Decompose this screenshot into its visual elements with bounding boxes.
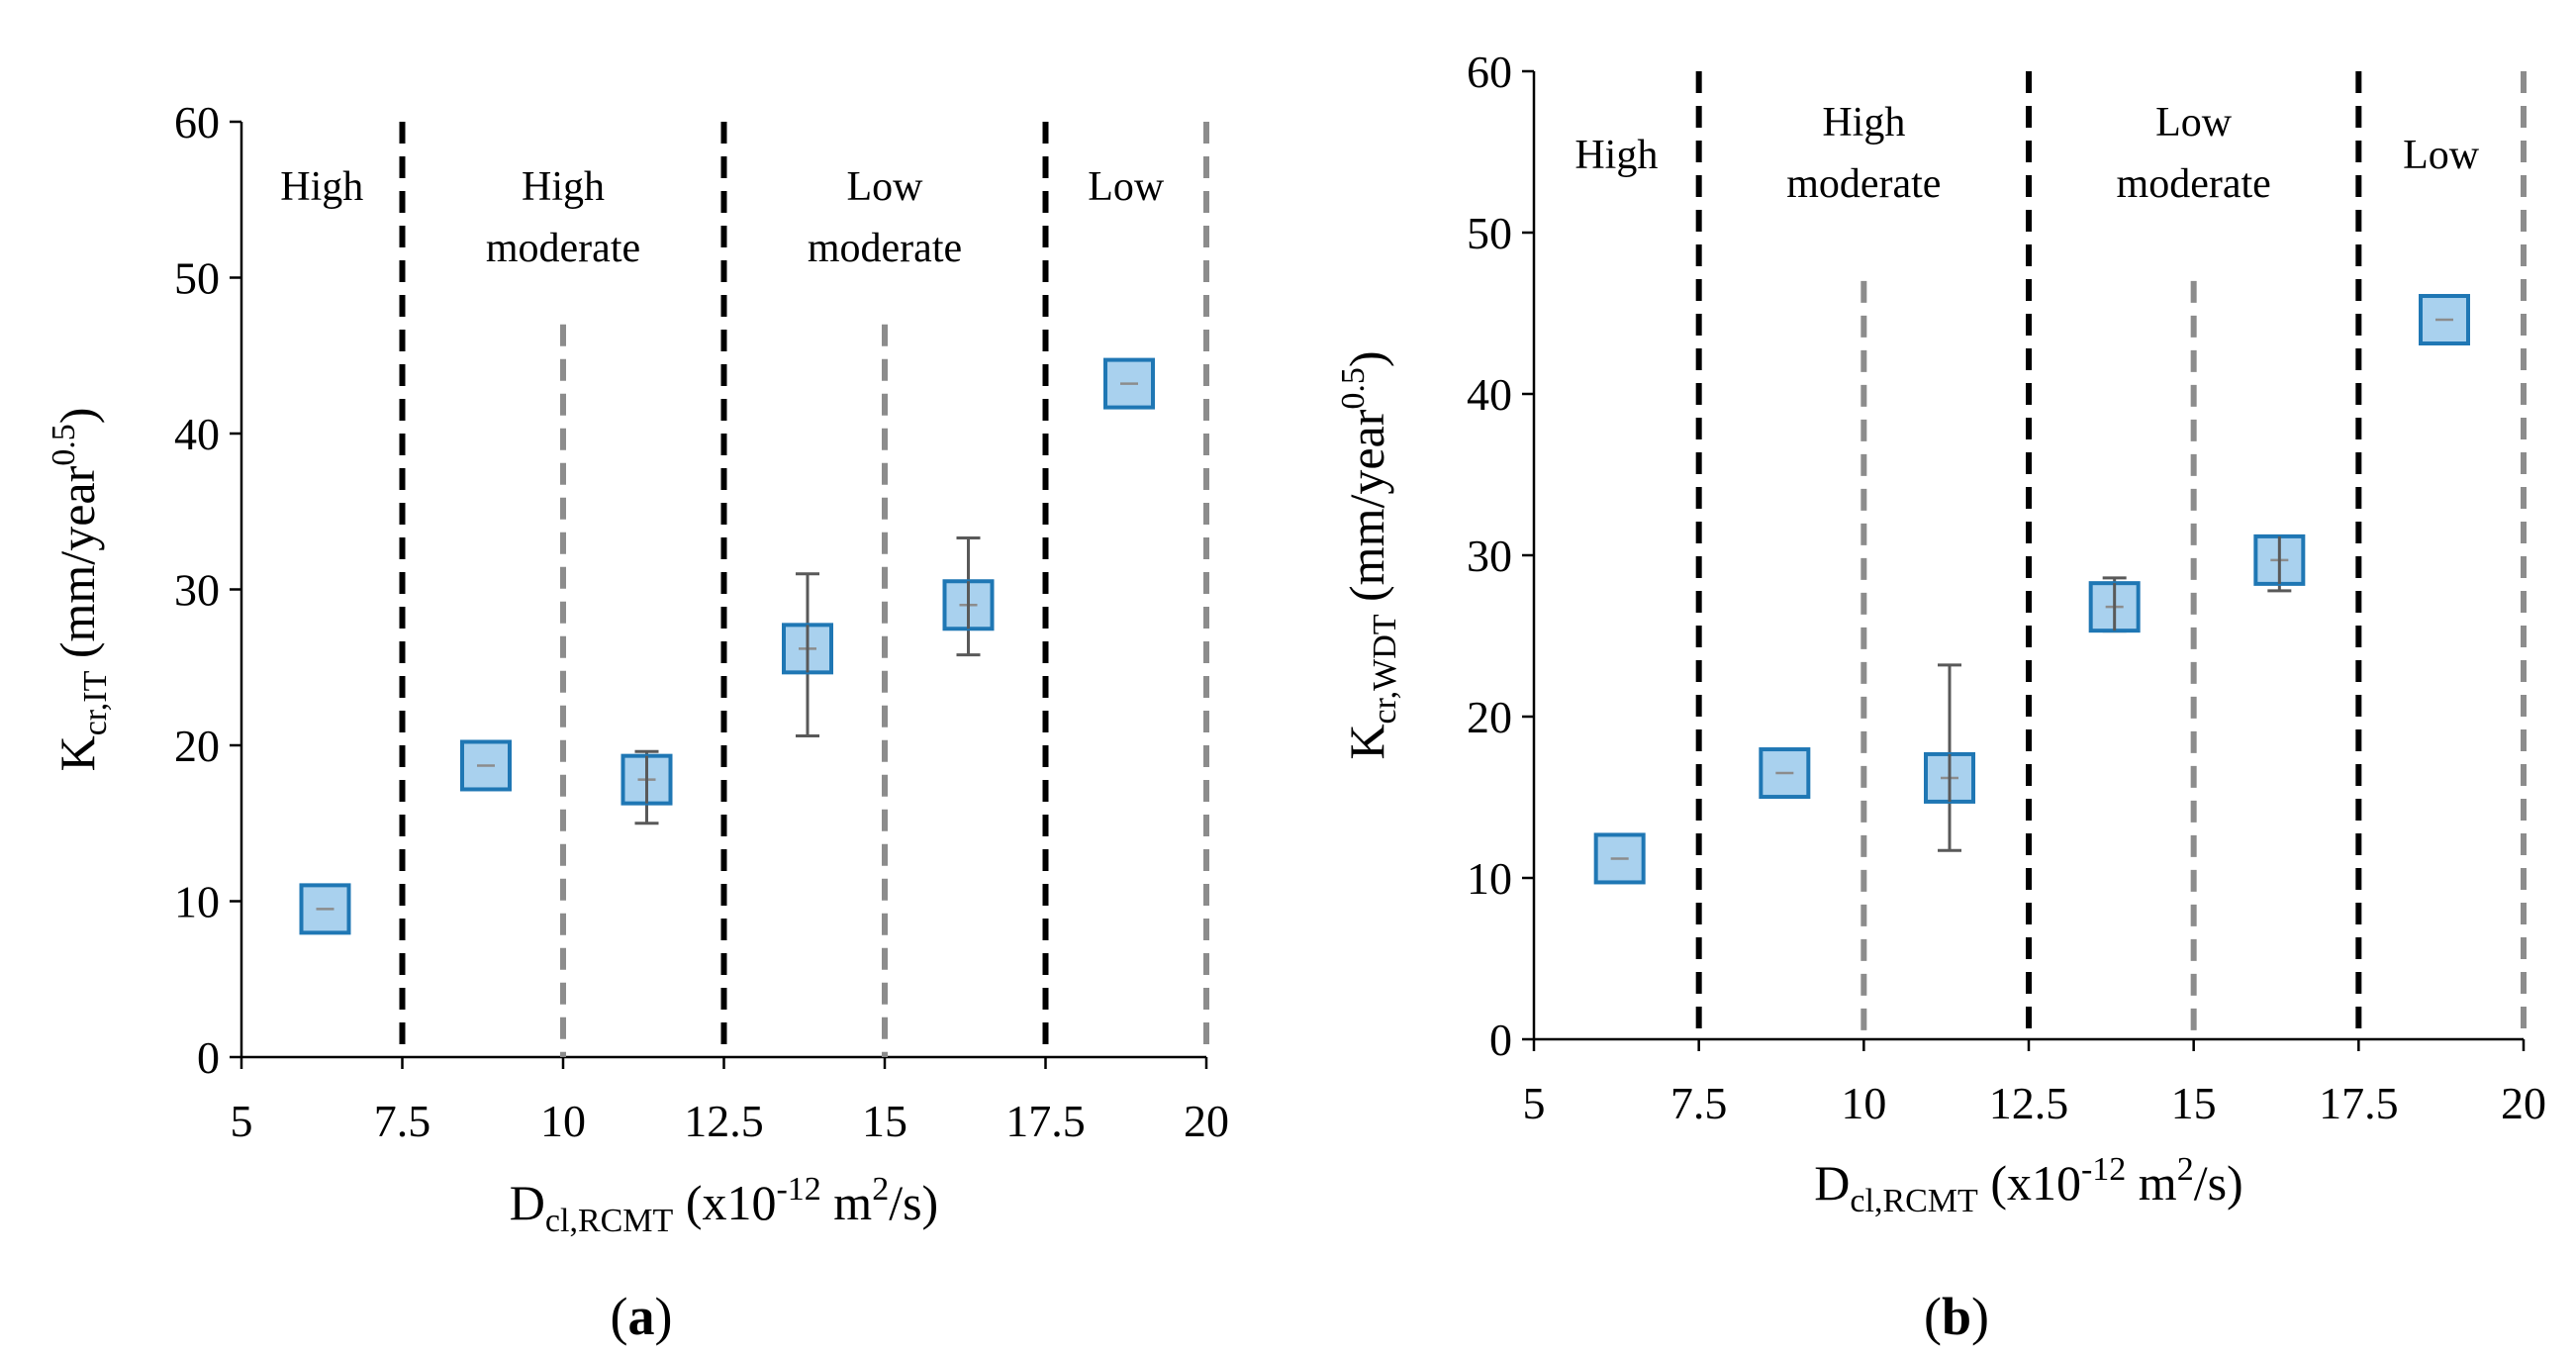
zone-label: High moderate — [486, 164, 640, 271]
x-tick-label: 7.5 — [374, 1096, 431, 1146]
x-tick-label: 17.5 — [2319, 1078, 2399, 1128]
x-tick-label: 7.5 — [1670, 1078, 1728, 1128]
data-point — [942, 536, 995, 657]
data-point — [1103, 357, 1155, 410]
data-point — [2253, 533, 2306, 593]
zone-label: Low — [2403, 133, 2480, 178]
y-tick-label: 50 — [174, 253, 220, 304]
x-tick-label: 12.5 — [684, 1096, 764, 1146]
data-point — [782, 572, 833, 738]
zone-label: High moderate — [1786, 100, 1941, 207]
x-axis-title: Dcl,RCMT (x10-12 m2/s) — [510, 1171, 938, 1239]
y-tick-label: 30 — [174, 565, 220, 616]
zone-label: High — [280, 164, 363, 210]
data-point — [2419, 294, 2470, 346]
data-point — [620, 749, 673, 825]
y-tick-label: 0 — [197, 1032, 220, 1083]
zone-label: High — [1574, 133, 1658, 178]
zone-label: Low moderate — [808, 164, 962, 271]
data-point — [1924, 663, 1975, 852]
data-point — [460, 739, 512, 792]
marker-square — [1593, 832, 1646, 885]
marker-square — [1103, 357, 1155, 410]
y-tick-label: 30 — [1467, 531, 1512, 581]
y-tick-label: 20 — [1467, 692, 1512, 742]
y-tick-label: 40 — [174, 409, 220, 459]
data-point — [1593, 832, 1646, 885]
y-tick-label: 20 — [174, 721, 220, 771]
x-tick-label: 5 — [231, 1096, 253, 1146]
x-tick-label: 17.5 — [1005, 1096, 1086, 1146]
panel-b-chart: 0 10 20 30 40 50 60 5 7.5 10 12.5 15 17.5 20 High High m… — [1335, 47, 2546, 1219]
y-axis-title: Kcr,WDT (mm/year0.5) — [1335, 350, 1403, 759]
panel-b-caption: (b) — [1924, 1287, 1989, 1346]
y-axis-title: Kcr,IT (mm/year0.5) — [46, 408, 114, 772]
y-tick-label: 50 — [1467, 208, 1512, 258]
data-point — [1759, 747, 1811, 800]
x-tick-label: 10 — [540, 1096, 586, 1146]
panel-a-caption: (a) — [611, 1287, 673, 1346]
y-tick-label: 60 — [1467, 47, 1512, 97]
zone-label: Low moderate — [2117, 100, 2271, 207]
x-tick-label: 10 — [1841, 1078, 1886, 1128]
y-tick-label: 10 — [1467, 853, 1512, 904]
data-point — [2088, 576, 2141, 633]
x-tick-label: 20 — [2501, 1078, 2546, 1128]
y-tick-label: 10 — [174, 877, 220, 927]
x-tick-label: 12.5 — [1989, 1078, 2069, 1128]
x-tick-label: 5 — [1523, 1078, 1546, 1128]
zone-label: Low — [1088, 164, 1165, 210]
x-tick-label: 20 — [1184, 1096, 1229, 1146]
x-tick-label: 15 — [862, 1096, 907, 1146]
y-tick-label: 0 — [1489, 1015, 1512, 1065]
panel-a-chart: 0 10 20 30 40 50 60 5 7.5 10 12.5 15 17.5 20 High High m… — [46, 97, 1229, 1239]
data-point — [299, 883, 351, 935]
x-tick-label: 15 — [2171, 1078, 2217, 1128]
x-axis-title: Dcl,RCMT (x10-12 m2/s) — [1814, 1151, 2242, 1219]
y-tick-label: 40 — [1467, 369, 1512, 420]
y-tick-label: 60 — [174, 97, 220, 147]
